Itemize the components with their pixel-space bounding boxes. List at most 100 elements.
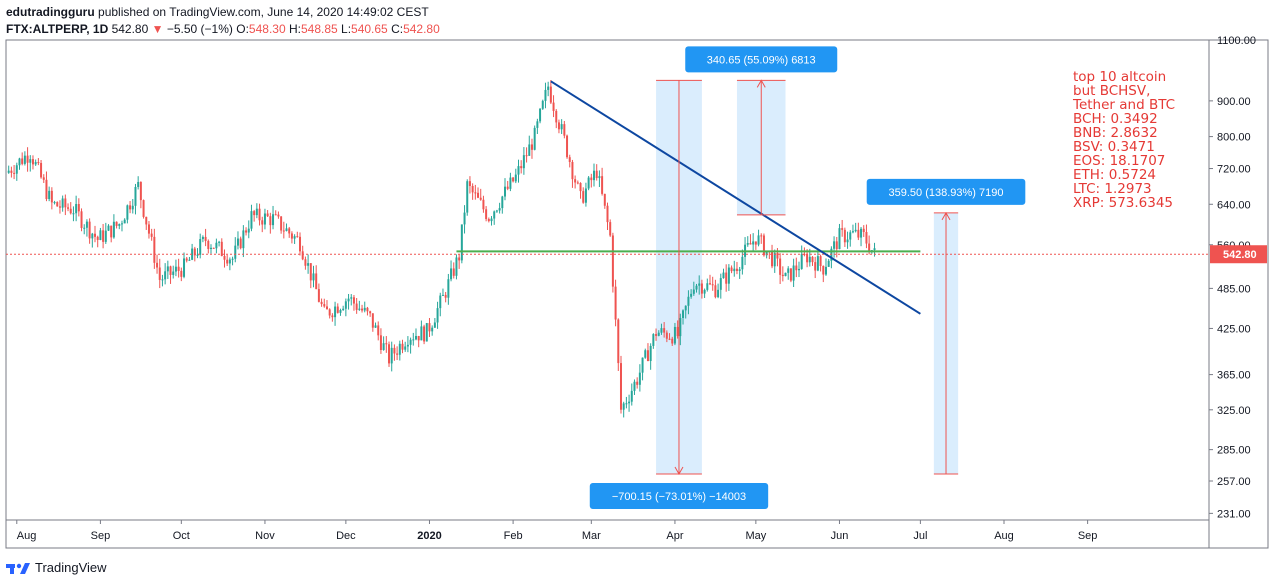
candle-body (261, 220, 264, 225)
candle-body (479, 197, 482, 200)
candle-body (164, 271, 167, 280)
candle (781, 266, 784, 282)
candle (366, 306, 369, 316)
candle-body (212, 247, 215, 249)
candle (29, 155, 32, 172)
candle-body (560, 124, 563, 130)
candle (336, 303, 339, 314)
candle (164, 263, 167, 285)
candle-body (53, 202, 56, 204)
note-line: top 10 altcoin (1073, 69, 1166, 85)
candle-body (396, 353, 399, 355)
candle (226, 254, 229, 267)
y-tick-label: 640.00 (1217, 199, 1251, 211)
candle (641, 357, 644, 381)
candle (509, 172, 512, 192)
candle-body (428, 323, 431, 332)
candle (58, 200, 61, 214)
high-label: H: (288, 22, 301, 36)
candle-body (377, 325, 380, 336)
candle (48, 186, 51, 202)
candle-body (156, 262, 159, 268)
candle-body (574, 179, 577, 183)
candle (236, 231, 239, 250)
candle (560, 119, 563, 135)
candle (474, 184, 477, 200)
candle-body (423, 326, 426, 342)
candle-body (177, 266, 180, 271)
note-line: XRP: 573.6345 (1073, 195, 1173, 211)
candle (374, 322, 377, 328)
candle-body (590, 177, 593, 181)
candle-body (293, 236, 296, 239)
candle (439, 292, 442, 317)
candle (263, 208, 266, 230)
candle (204, 228, 207, 247)
x-tick-label: May (745, 530, 766, 542)
candle-body (23, 155, 26, 164)
candle (738, 266, 741, 279)
candle (816, 248, 819, 272)
candle (533, 125, 536, 151)
candle-body (18, 158, 21, 166)
candle-body (199, 239, 202, 255)
candle (760, 233, 763, 244)
candle-body (350, 297, 353, 299)
candle (172, 265, 175, 279)
candle (104, 222, 107, 244)
x-tick-label: Aug (17, 530, 37, 542)
candle-body (533, 127, 536, 150)
candle-body (474, 192, 477, 194)
candle (377, 321, 380, 341)
candle-body (223, 256, 226, 260)
candle (646, 343, 649, 362)
measure-arrow-icon (674, 466, 684, 476)
candle (687, 290, 690, 315)
candle (423, 324, 426, 345)
candle (498, 202, 501, 214)
candle (665, 330, 668, 343)
candle (218, 240, 221, 247)
candle (708, 274, 711, 286)
note-line: Tether and BTC (1072, 97, 1175, 113)
candle (23, 151, 26, 166)
candle (56, 201, 59, 207)
candle-body (684, 305, 687, 311)
candle (266, 210, 269, 218)
candle-body (746, 243, 749, 245)
candle (692, 281, 695, 296)
candle-body (207, 240, 210, 249)
candle-body (522, 155, 525, 169)
candle-body (339, 309, 342, 313)
candle (180, 267, 183, 282)
candle (841, 219, 844, 237)
candle-body (657, 332, 660, 336)
candle-body (849, 232, 852, 240)
candle (444, 291, 447, 303)
candle (40, 159, 43, 179)
candle (655, 328, 658, 341)
candle-body (773, 252, 776, 267)
candle (539, 107, 542, 124)
candle-body (336, 306, 339, 313)
candle (398, 340, 401, 361)
candle (568, 154, 571, 168)
candle (673, 322, 676, 346)
note-line: BSV: 0.3471 (1073, 139, 1155, 155)
tradingview-logo[interactable]: TradingView (6, 560, 107, 575)
candle-body (390, 347, 393, 364)
candle (91, 232, 94, 248)
candle (603, 193, 606, 209)
candle (684, 305, 687, 319)
candle (328, 308, 331, 319)
author-name[interactable]: edutradingguru (6, 5, 95, 19)
candle (145, 216, 148, 230)
candle (80, 208, 83, 232)
candle-body (406, 344, 409, 347)
candle-body (800, 254, 803, 269)
candle (288, 226, 291, 238)
candle-body (665, 332, 668, 339)
candle (150, 228, 153, 241)
candle (420, 320, 423, 341)
